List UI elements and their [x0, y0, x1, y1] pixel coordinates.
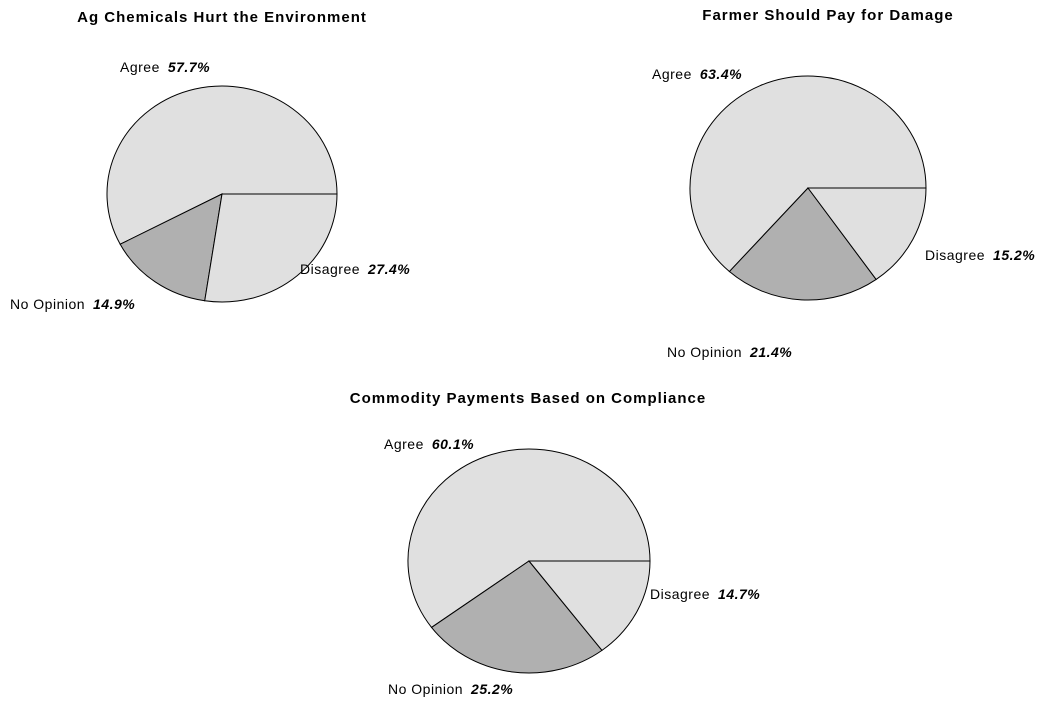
slice-label: Agree 57.7% — [120, 59, 210, 75]
slice-label: Disagree 14.7% — [650, 586, 760, 602]
pie-slice — [807, 187, 927, 281]
value-label: 21.4% — [749, 344, 792, 360]
slice-label: No Opinion 21.4% — [667, 344, 792, 360]
category-label: Agree — [120, 59, 160, 75]
category-label: Disagree — [925, 247, 985, 263]
pie-slice — [119, 193, 223, 302]
value-label: 27.4% — [367, 261, 410, 277]
pie-slice — [204, 193, 338, 303]
slice-label: No Opinion 25.2% — [388, 681, 513, 697]
pie-slice — [527, 560, 651, 652]
slice-label: Agree 63.4% — [652, 66, 742, 82]
category-label: Disagree — [650, 586, 710, 602]
pie-slice — [106, 85, 338, 245]
slice-label: No Opinion 14.9% — [10, 296, 135, 312]
chart-title: Commodity Payments Based on Compliance — [350, 390, 706, 407]
value-label: 57.7% — [168, 59, 210, 75]
value-label: 15.2% — [993, 247, 1035, 263]
category-label: Disagree — [300, 261, 360, 277]
category-label: No Opinion — [667, 344, 742, 360]
value-label: 14.9% — [93, 296, 135, 312]
value-label: 63.4% — [700, 66, 742, 82]
category-label: Agree — [652, 66, 692, 82]
pie-slice — [689, 75, 927, 273]
value-label: 14.7% — [718, 586, 760, 602]
chart-title: Farmer Should Pay for Damage — [702, 7, 953, 24]
chart-title: Ag Chemicals Hurt the Environment — [77, 9, 367, 26]
value-label: 60.1% — [432, 436, 474, 452]
pie-slice — [728, 187, 877, 301]
pie-slice — [430, 560, 603, 674]
value-label: 25.2% — [470, 681, 513, 697]
slice-label: Disagree 27.4% — [300, 261, 410, 277]
category-label: Agree — [384, 436, 424, 452]
slice-label: Agree 60.1% — [384, 436, 474, 452]
category-label: No Opinion — [388, 681, 463, 697]
category-label: No Opinion — [10, 296, 85, 312]
pie-slice — [407, 448, 651, 629]
slice-label: Disagree 15.2% — [925, 247, 1035, 263]
